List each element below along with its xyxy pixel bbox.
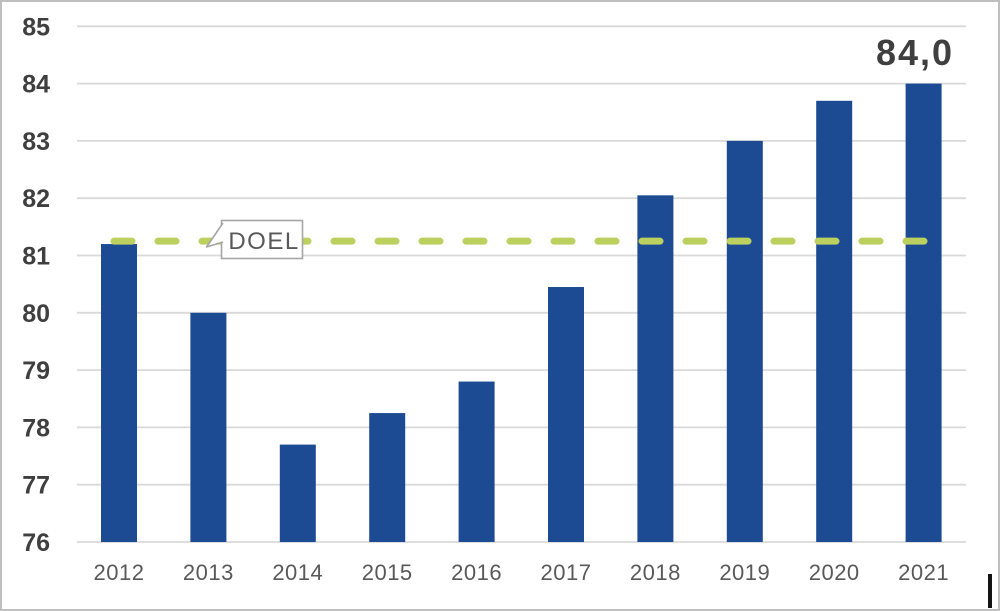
bar-2020	[816, 100, 853, 542]
bar-2012	[101, 244, 137, 543]
y-tick-83: 83	[22, 128, 50, 156]
y-tick-78: 78	[22, 414, 50, 442]
bar-2017	[548, 287, 584, 542]
y-tick-85: 85	[22, 13, 50, 41]
bar-value-label: 84,0	[876, 32, 954, 73]
y-tick-81: 81	[22, 243, 50, 271]
text-cursor-artifact	[988, 574, 992, 608]
x-tick-2021: 2021	[898, 560, 949, 585]
bar-2014	[279, 444, 316, 542]
callout-tail	[205, 222, 224, 248]
goal-callout: DOEL	[205, 219, 304, 260]
bar-2016	[458, 381, 495, 542]
x-tick-2012: 2012	[94, 560, 145, 585]
x-tick-2016: 2016	[451, 560, 502, 585]
x-tick-2017: 2017	[541, 560, 592, 585]
bars	[101, 83, 942, 543]
bar-2013	[190, 312, 227, 542]
bar-2021	[905, 83, 942, 542]
y-axis-labels: 85 84 83 82 81 80 79 78 77 76	[22, 13, 50, 557]
callout-box	[220, 219, 304, 260]
y-tick-80: 80	[22, 300, 50, 328]
x-tick-2018: 2018	[630, 560, 681, 585]
y-tick-82: 82	[22, 185, 50, 213]
y-tick-84: 84	[22, 71, 50, 99]
y-tick-79: 79	[22, 357, 50, 385]
x-tick-2015: 2015	[362, 560, 413, 585]
x-tick-2013: 2013	[183, 560, 234, 585]
x-tick-2020: 2020	[809, 560, 860, 585]
callout-label: DOEL	[228, 228, 299, 255]
bar-2018	[637, 195, 674, 542]
y-tick-76: 76	[22, 529, 50, 557]
y-tick-77: 77	[22, 472, 50, 500]
x-axis-labels: 2012 2013 2014 2015 2016 2017 2018 2019 2020 2021	[94, 560, 949, 585]
bar-2019	[726, 140, 763, 542]
x-tick-2014: 2014	[272, 560, 323, 585]
bar-2015	[369, 413, 406, 542]
x-tick-2019: 2019	[719, 560, 770, 585]
